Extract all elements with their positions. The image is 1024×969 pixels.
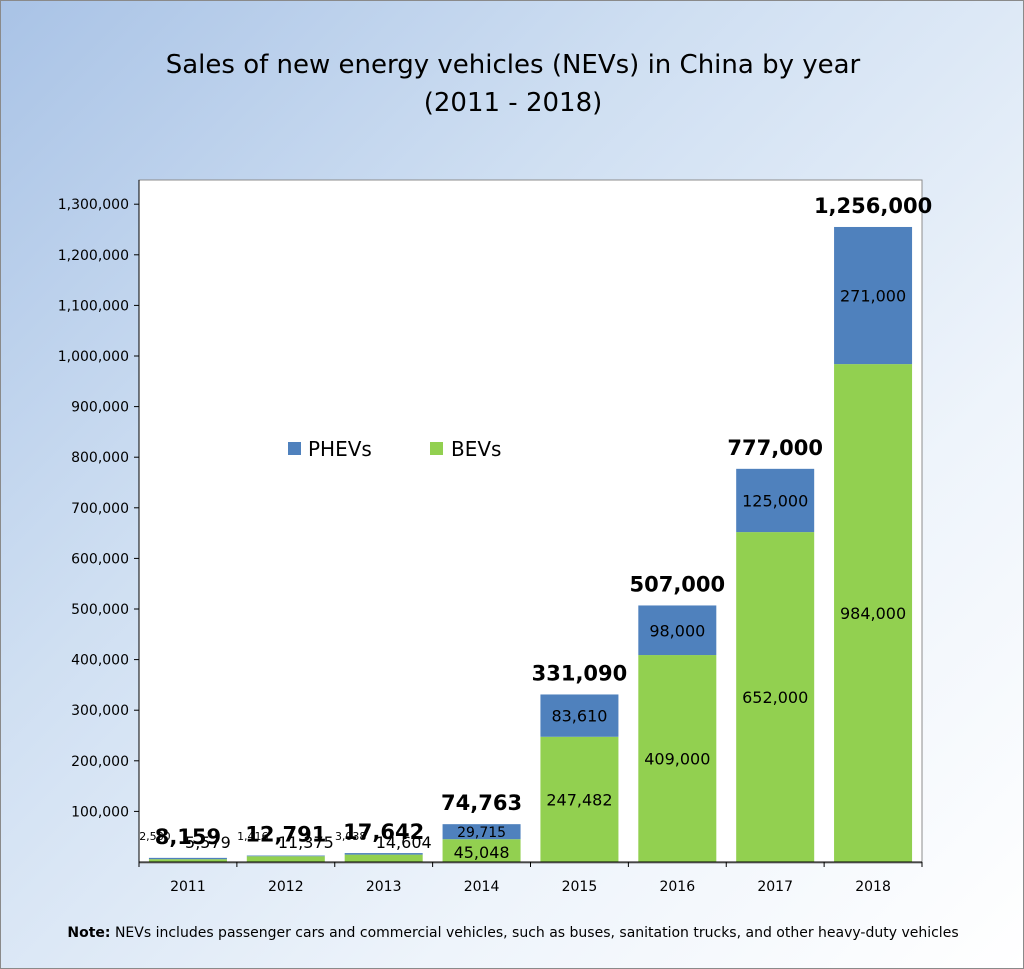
bar-phev-2018 [834, 226, 913, 365]
y-tick-label: 100,000 [71, 804, 129, 820]
phev-label-2017: 125,000 [742, 491, 808, 510]
bev-label-2016: 409,000 [644, 750, 710, 769]
x-tick-label: 2012 [268, 879, 304, 895]
bar-phev-2016 [638, 605, 717, 656]
bar-bev-2018 [834, 364, 913, 862]
bar-phev-2015 [540, 694, 619, 737]
legend-bev-swatch [430, 442, 443, 455]
y-tick-label: 500,000 [71, 602, 129, 618]
total-label-2013: 17,642 [343, 820, 424, 844]
legend-bev-label: BEVs [451, 437, 501, 461]
y-tick-label: 1,200,000 [58, 248, 129, 264]
total-label-2015: 331,090 [532, 661, 628, 685]
y-tick-label: 800,000 [71, 450, 129, 466]
bar-bev-2016 [638, 655, 717, 862]
bar-bev-2014 [442, 839, 521, 862]
y-tick-label: 300,000 [71, 703, 129, 719]
chart-note: Note: NEVs includes passenger cars and c… [1, 925, 1024, 941]
bev-label-2015: 247,482 [546, 790, 612, 809]
x-tick-label: 2017 [757, 879, 793, 895]
total-label-2011: 8,159 [155, 825, 221, 849]
phev-label-2013: 3,038 [335, 830, 367, 843]
y-axis: 100,000 200,000 300,000 400,000 500,000 600,0… [58, 180, 140, 862]
x-tick-label: 2013 [366, 879, 402, 895]
note-label: Note: [67, 925, 111, 941]
bar-phev-2011 [148, 857, 227, 860]
x-tick-label: 2011 [170, 879, 206, 895]
bar-phev-2017 [736, 468, 815, 533]
total-label-2012: 12,791 [245, 823, 326, 847]
legend-phev-label: PHEVs [308, 437, 372, 461]
y-tick-label: 1,100,000 [58, 298, 129, 314]
x-tick-label: 2014 [464, 879, 500, 895]
bev-label-2014: 45,048 [454, 843, 510, 862]
y-tick-label: 1,300,000 [58, 197, 129, 213]
y-tick-label: 400,000 [71, 653, 129, 669]
y-tick-label: 600,000 [71, 551, 129, 567]
phev-label-2016: 98,000 [649, 621, 705, 640]
bev-label-2012: 11,375 [278, 833, 334, 852]
y-tick-label: 700,000 [71, 501, 129, 517]
note-text: NEVs includes passenger cars and commerc… [110, 925, 959, 941]
y-tick-label: 200,000 [71, 754, 129, 770]
phev-label-2012: 1,416 [237, 830, 269, 843]
bev-label-2011: 5,579 [185, 833, 231, 852]
bev-label-2013: 14,604 [376, 833, 432, 852]
chart-canvas: Sales of new energy vehicles (NEVs) in C… [58, 50, 932, 895]
total-label-2014: 74,763 [441, 791, 522, 815]
bev-label-2017: 652,000 [742, 688, 808, 707]
bar-phev-2012 [246, 855, 325, 857]
x-tick-label: 2015 [562, 879, 598, 895]
bar-bev-2013 [344, 854, 423, 862]
y-tick-label: 900,000 [71, 400, 129, 416]
legend: PHEVs BEVs [288, 437, 501, 461]
legend-phev-swatch [288, 442, 301, 455]
x-tick-label: 2018 [855, 879, 891, 895]
chart-title-line1: Sales of new energy vehicles (NEVs) in C… [166, 50, 861, 80]
bev-label-2018: 984,000 [840, 604, 906, 623]
y-tick-label: 1,000,000 [58, 349, 129, 365]
bar-bev-2017 [736, 532, 815, 862]
x-tick-label: 2016 [659, 879, 695, 895]
phev-label-2015: 83,610 [551, 707, 607, 726]
bar-phev-2013 [344, 853, 423, 855]
bar-bev-2011 [148, 859, 227, 862]
bar-phev-2014 [442, 824, 521, 840]
x-axis: 2011 2012 2013 2014 2015 2016 2017 2018 [138, 861, 923, 895]
bar-bev-2015 [540, 736, 619, 862]
chart-title-line2: (2011 - 2018) [424, 88, 603, 118]
phev-label-2014: 29,715 [457, 825, 506, 841]
phev-label-2011: 2,580 [139, 830, 171, 843]
total-label-2017: 777,000 [727, 436, 823, 460]
bar-bev-2012 [246, 856, 325, 862]
phev-label-2018: 271,000 [840, 287, 906, 306]
total-label-2018: 1,256,000 [814, 194, 932, 218]
total-label-2016: 507,000 [629, 572, 725, 596]
